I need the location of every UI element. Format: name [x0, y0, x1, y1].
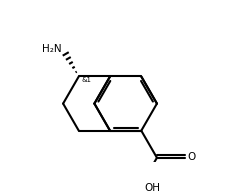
Text: H₂N: H₂N [42, 44, 62, 54]
Text: OH: OH [145, 183, 161, 192]
Text: O: O [187, 152, 195, 162]
Text: &1: &1 [81, 77, 92, 84]
